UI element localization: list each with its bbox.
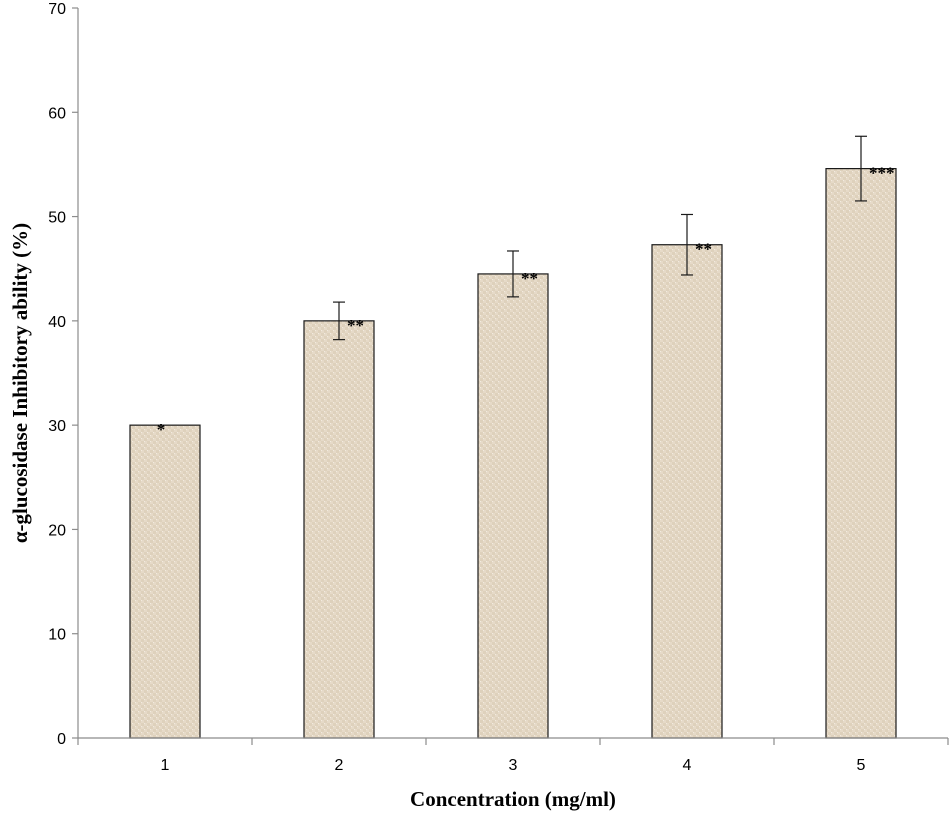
x-tick-label: 2 — [335, 757, 344, 774]
y-tick-label: 70 — [48, 1, 66, 18]
x-axis-ticks: 1 2 3 4 5 — [77, 738, 949, 774]
x-tick-label: 1 — [161, 757, 170, 774]
error-bar — [681, 213, 693, 276]
y-axis-ticks: 0 10 20 30 40 50 60 70 — [48, 1, 78, 748]
x-tick-label: 3 — [509, 757, 518, 774]
bars — [129, 168, 897, 739]
bar — [129, 424, 201, 739]
error-bar — [507, 250, 519, 298]
error-bar — [855, 135, 867, 202]
error-bars — [333, 135, 867, 341]
x-tick-label: 4 — [683, 757, 692, 774]
y-tick-label: 20 — [48, 522, 66, 539]
bar — [651, 244, 723, 739]
significance-label: ** — [521, 269, 538, 288]
significance-label: ** — [695, 240, 712, 259]
bar — [303, 320, 375, 739]
y-axis-title: α-glucosidase Inhibitory ability (%) — [8, 223, 32, 543]
y-tick-label: 60 — [48, 105, 66, 122]
error-bar — [333, 301, 345, 341]
bar — [477, 273, 549, 739]
y-tick-label: 50 — [48, 210, 66, 227]
y-tick-label: 40 — [48, 314, 66, 331]
x-tick-label: 5 — [857, 757, 866, 774]
significance-labels: ********** — [157, 164, 895, 440]
x-axis-title: Concentration (mg/ml) — [410, 787, 616, 811]
bar — [825, 168, 897, 739]
y-tick-label: 30 — [48, 418, 66, 435]
y-tick-label: 0 — [57, 731, 66, 748]
significance-label: ** — [347, 316, 364, 335]
significance-label: * — [157, 420, 166, 439]
significance-label: *** — [869, 164, 895, 183]
y-tick-label: 10 — [48, 627, 66, 644]
